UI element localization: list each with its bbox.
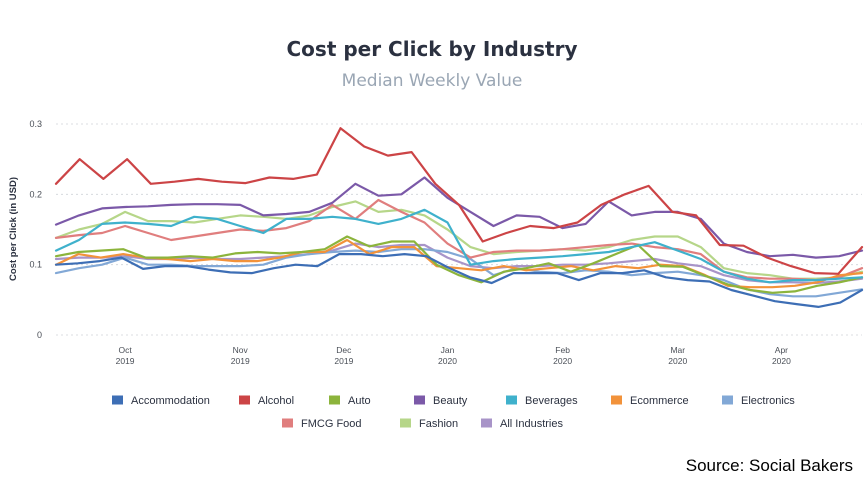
legend-swatch-ecommerce bbox=[611, 395, 622, 405]
y-tick-label: 0.1 bbox=[29, 260, 42, 270]
legend-label-beauty[interactable]: Beauty bbox=[433, 395, 468, 407]
series-line-ecommerce bbox=[54, 238, 864, 289]
legend-label-accommodation[interactable]: Accommodation bbox=[131, 395, 210, 407]
x-tick-month: Nov bbox=[233, 345, 249, 355]
legend-label-fashion[interactable]: Fashion bbox=[419, 418, 458, 430]
x-tick-year: 2020 bbox=[772, 356, 791, 366]
x-axis-ticks: Oct2019Nov2019Dec2019Jan2020Feb2020Mar20… bbox=[116, 345, 791, 366]
y-axis-label: Cost per Click (in USD) bbox=[8, 177, 19, 281]
x-tick-year: 2020 bbox=[438, 356, 457, 366]
legend-swatch-accommodation bbox=[112, 395, 123, 405]
legend: Accommodation Alcohol Auto Beauty Beverages E… bbox=[112, 395, 795, 430]
chart-title: Cost per Click by Industry bbox=[287, 37, 578, 61]
y-axis-ticks: 0 0.1 0.2 0.3 bbox=[29, 119, 42, 340]
x-tick-year: 2020 bbox=[553, 356, 572, 366]
x-tick-month: Apr bbox=[775, 345, 788, 355]
x-tick-year: 2020 bbox=[668, 356, 687, 366]
y-tick-label: 0.2 bbox=[29, 189, 42, 199]
legend-label-electronics[interactable]: Electronics bbox=[741, 395, 795, 407]
legend-label-ecommerce[interactable]: Ecommerce bbox=[630, 395, 689, 407]
source-caption: Source: Social Bakers bbox=[686, 456, 853, 475]
series-line-auto bbox=[54, 235, 864, 294]
legend-label-alcohol[interactable]: Alcohol bbox=[258, 395, 294, 407]
legend-swatch-beverages bbox=[506, 395, 517, 405]
y-tick-label: 0 bbox=[37, 330, 42, 340]
legend-swatch-fmcg-food bbox=[282, 418, 293, 428]
legend-swatch-alcohol bbox=[239, 395, 250, 405]
legend-label-fmcg-food[interactable]: FMCG Food bbox=[301, 418, 362, 430]
x-tick-month: Mar bbox=[670, 345, 685, 355]
x-tick-month: Dec bbox=[336, 345, 352, 355]
x-tick-month: Jan bbox=[441, 345, 455, 355]
series-line-accommodation bbox=[54, 253, 864, 308]
x-tick-month: Feb bbox=[555, 345, 570, 355]
legend-swatch-fashion bbox=[400, 418, 411, 428]
legend-swatch-beauty bbox=[414, 395, 425, 405]
x-tick-year: 2019 bbox=[231, 356, 250, 366]
x-tick-month: Oct bbox=[118, 345, 132, 355]
series-line-fashion bbox=[54, 200, 864, 280]
x-tick-year: 2019 bbox=[334, 356, 353, 366]
series-line-all-industries bbox=[54, 242, 864, 285]
chart-subtitle: Median Weekly Value bbox=[342, 71, 523, 91]
grid bbox=[56, 123, 862, 336]
legend-label-auto[interactable]: Auto bbox=[348, 395, 371, 407]
legend-swatch-electronics bbox=[722, 395, 733, 405]
x-tick-year: 2019 bbox=[116, 356, 135, 366]
series-line-beverages bbox=[54, 208, 864, 284]
legend-swatch-auto bbox=[329, 395, 340, 405]
series-lines bbox=[54, 127, 864, 308]
legend-label-all-industries[interactable]: All Industries bbox=[500, 418, 563, 430]
legend-label-beverages[interactable]: Beverages bbox=[525, 395, 578, 407]
legend-swatch-all-industries bbox=[481, 418, 492, 428]
series-line-alcohol bbox=[54, 127, 864, 275]
y-tick-label: 0.3 bbox=[29, 119, 42, 129]
